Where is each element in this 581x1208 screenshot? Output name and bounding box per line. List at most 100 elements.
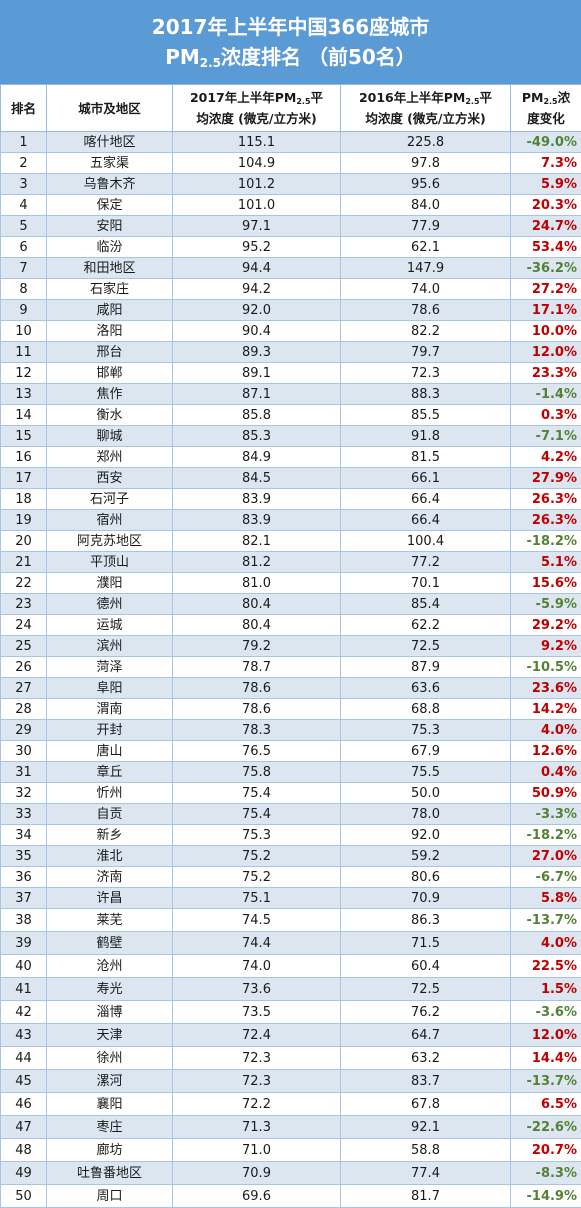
rank-cell: 9 — [1, 300, 47, 321]
pm2016-cell: 70.9 — [341, 888, 511, 909]
change-cell: 6.5% — [511, 1093, 581, 1116]
pm2017-cell: 94.4 — [173, 258, 341, 279]
pm2016-cell: 84.0 — [341, 195, 511, 216]
change-cell: 14.4% — [511, 1047, 581, 1070]
change-cell: -5.9% — [511, 594, 581, 615]
rank-cell: 1 — [1, 132, 47, 153]
rank-cell: 47 — [1, 1116, 47, 1139]
pm25-ranking-page: 2017年上半年中国366座城市 PM2.5浓度排名 （前50名） 排名 城市及… — [0, 0, 581, 1138]
change-cell: 0.4% — [511, 762, 581, 783]
city-cell: 西安 — [47, 468, 173, 489]
rank-cell: 34 — [1, 825, 47, 846]
pm2017-cell: 75.3 — [173, 825, 341, 846]
city-cell: 漯河 — [47, 1070, 173, 1093]
city-cell: 开封 — [47, 720, 173, 741]
rank-cell: 29 — [1, 720, 47, 741]
city-cell: 襄阳 — [47, 1093, 173, 1116]
pm2016-cell: 71.5 — [341, 932, 511, 955]
pm2017-cell: 83.9 — [173, 489, 341, 510]
city-cell: 咸阳 — [47, 300, 173, 321]
rank-cell: 45 — [1, 1070, 47, 1093]
city-cell: 寿光 — [47, 978, 173, 1001]
city-cell: 新乡 — [47, 825, 173, 846]
city-cell: 邯郸 — [47, 363, 173, 384]
header-pm2017: 2017年上半年PM2.5平均浓度 (微克/立方米) — [173, 85, 341, 132]
pm2016-cell: 63.2 — [341, 1047, 511, 1070]
city-cell: 衡水 — [47, 405, 173, 426]
pm2017-cell: 70.9 — [173, 1162, 341, 1185]
city-cell: 运城 — [47, 615, 173, 636]
pm2017-cell: 76.5 — [173, 741, 341, 762]
city-cell: 洛阳 — [47, 321, 173, 342]
pm2016-cell: 77.9 — [341, 216, 511, 237]
pm2017-cell: 79.2 — [173, 636, 341, 657]
city-cell: 宿州 — [47, 510, 173, 531]
rank-cell: 19 — [1, 510, 47, 531]
pm2017-cell: 80.4 — [173, 615, 341, 636]
pm2017-cell: 78.7 — [173, 657, 341, 678]
change-cell: 26.3% — [511, 489, 581, 510]
change-cell: 27.9% — [511, 468, 581, 489]
change-cell: -10.5% — [511, 657, 581, 678]
city-cell: 渭南 — [47, 699, 173, 720]
pm2017-cell: 71.0 — [173, 1139, 341, 1162]
change-cell: 5.9% — [511, 174, 581, 195]
city-cell: 滨州 — [47, 636, 173, 657]
city-cell: 廊坊 — [47, 1139, 173, 1162]
city-cell: 安阳 — [47, 216, 173, 237]
pm2016-cell: 62.1 — [341, 237, 511, 258]
change-cell: 20.3% — [511, 195, 581, 216]
pm2017-cell: 94.2 — [173, 279, 341, 300]
pm2017-cell: 87.1 — [173, 384, 341, 405]
city-cell: 保定 — [47, 195, 173, 216]
header-pm2016: 2016年上半年PM2.5平均浓度 (微克/立方米) — [341, 85, 511, 132]
city-cell: 沧州 — [47, 955, 173, 978]
city-cell: 和田地区 — [47, 258, 173, 279]
change-cell: 12.0% — [511, 1024, 581, 1047]
pm2016-cell: 95.6 — [341, 174, 511, 195]
header-city: 城市及地区 — [47, 85, 173, 132]
change-cell: -14.9% — [511, 1185, 581, 1208]
change-cell: 27.0% — [511, 846, 581, 867]
rank-cell: 4 — [1, 195, 47, 216]
change-cell: 27.2% — [511, 279, 581, 300]
change-cell: 15.6% — [511, 573, 581, 594]
pm2016-cell: 66.1 — [341, 468, 511, 489]
header-row: 排名 城市及地区 2017年上半年PM2.5平均浓度 (微克/立方米) 2016… — [1, 85, 581, 132]
header-rank: 排名 — [1, 85, 47, 132]
pm2016-cell: 76.2 — [341, 1001, 511, 1024]
pm2016-cell: 92.0 — [341, 825, 511, 846]
change-cell: 1.5% — [511, 978, 581, 1001]
pm2017-cell: 75.4 — [173, 783, 341, 804]
pm2016-cell: 77.4 — [341, 1162, 511, 1185]
pm2017-cell: 115.1 — [173, 132, 341, 153]
pm2017-cell: 74.0 — [173, 955, 341, 978]
city-cell: 徐州 — [47, 1047, 173, 1070]
rank-cell: 46 — [1, 1093, 47, 1116]
pm2017-cell: 85.8 — [173, 405, 341, 426]
city-cell: 五家渠 — [47, 153, 173, 174]
pm2016-cell: 91.8 — [341, 426, 511, 447]
city-cell: 濮阳 — [47, 573, 173, 594]
rank-cell: 3 — [1, 174, 47, 195]
change-cell: 20.7% — [511, 1139, 581, 1162]
rank-cell: 49 — [1, 1162, 47, 1185]
rank-cell: 20 — [1, 531, 47, 552]
rank-cell: 13 — [1, 384, 47, 405]
change-cell: 23.3% — [511, 363, 581, 384]
rank-cell: 5 — [1, 216, 47, 237]
rank-cell: 50 — [1, 1185, 47, 1208]
pm2017-cell: 73.5 — [173, 1001, 341, 1024]
